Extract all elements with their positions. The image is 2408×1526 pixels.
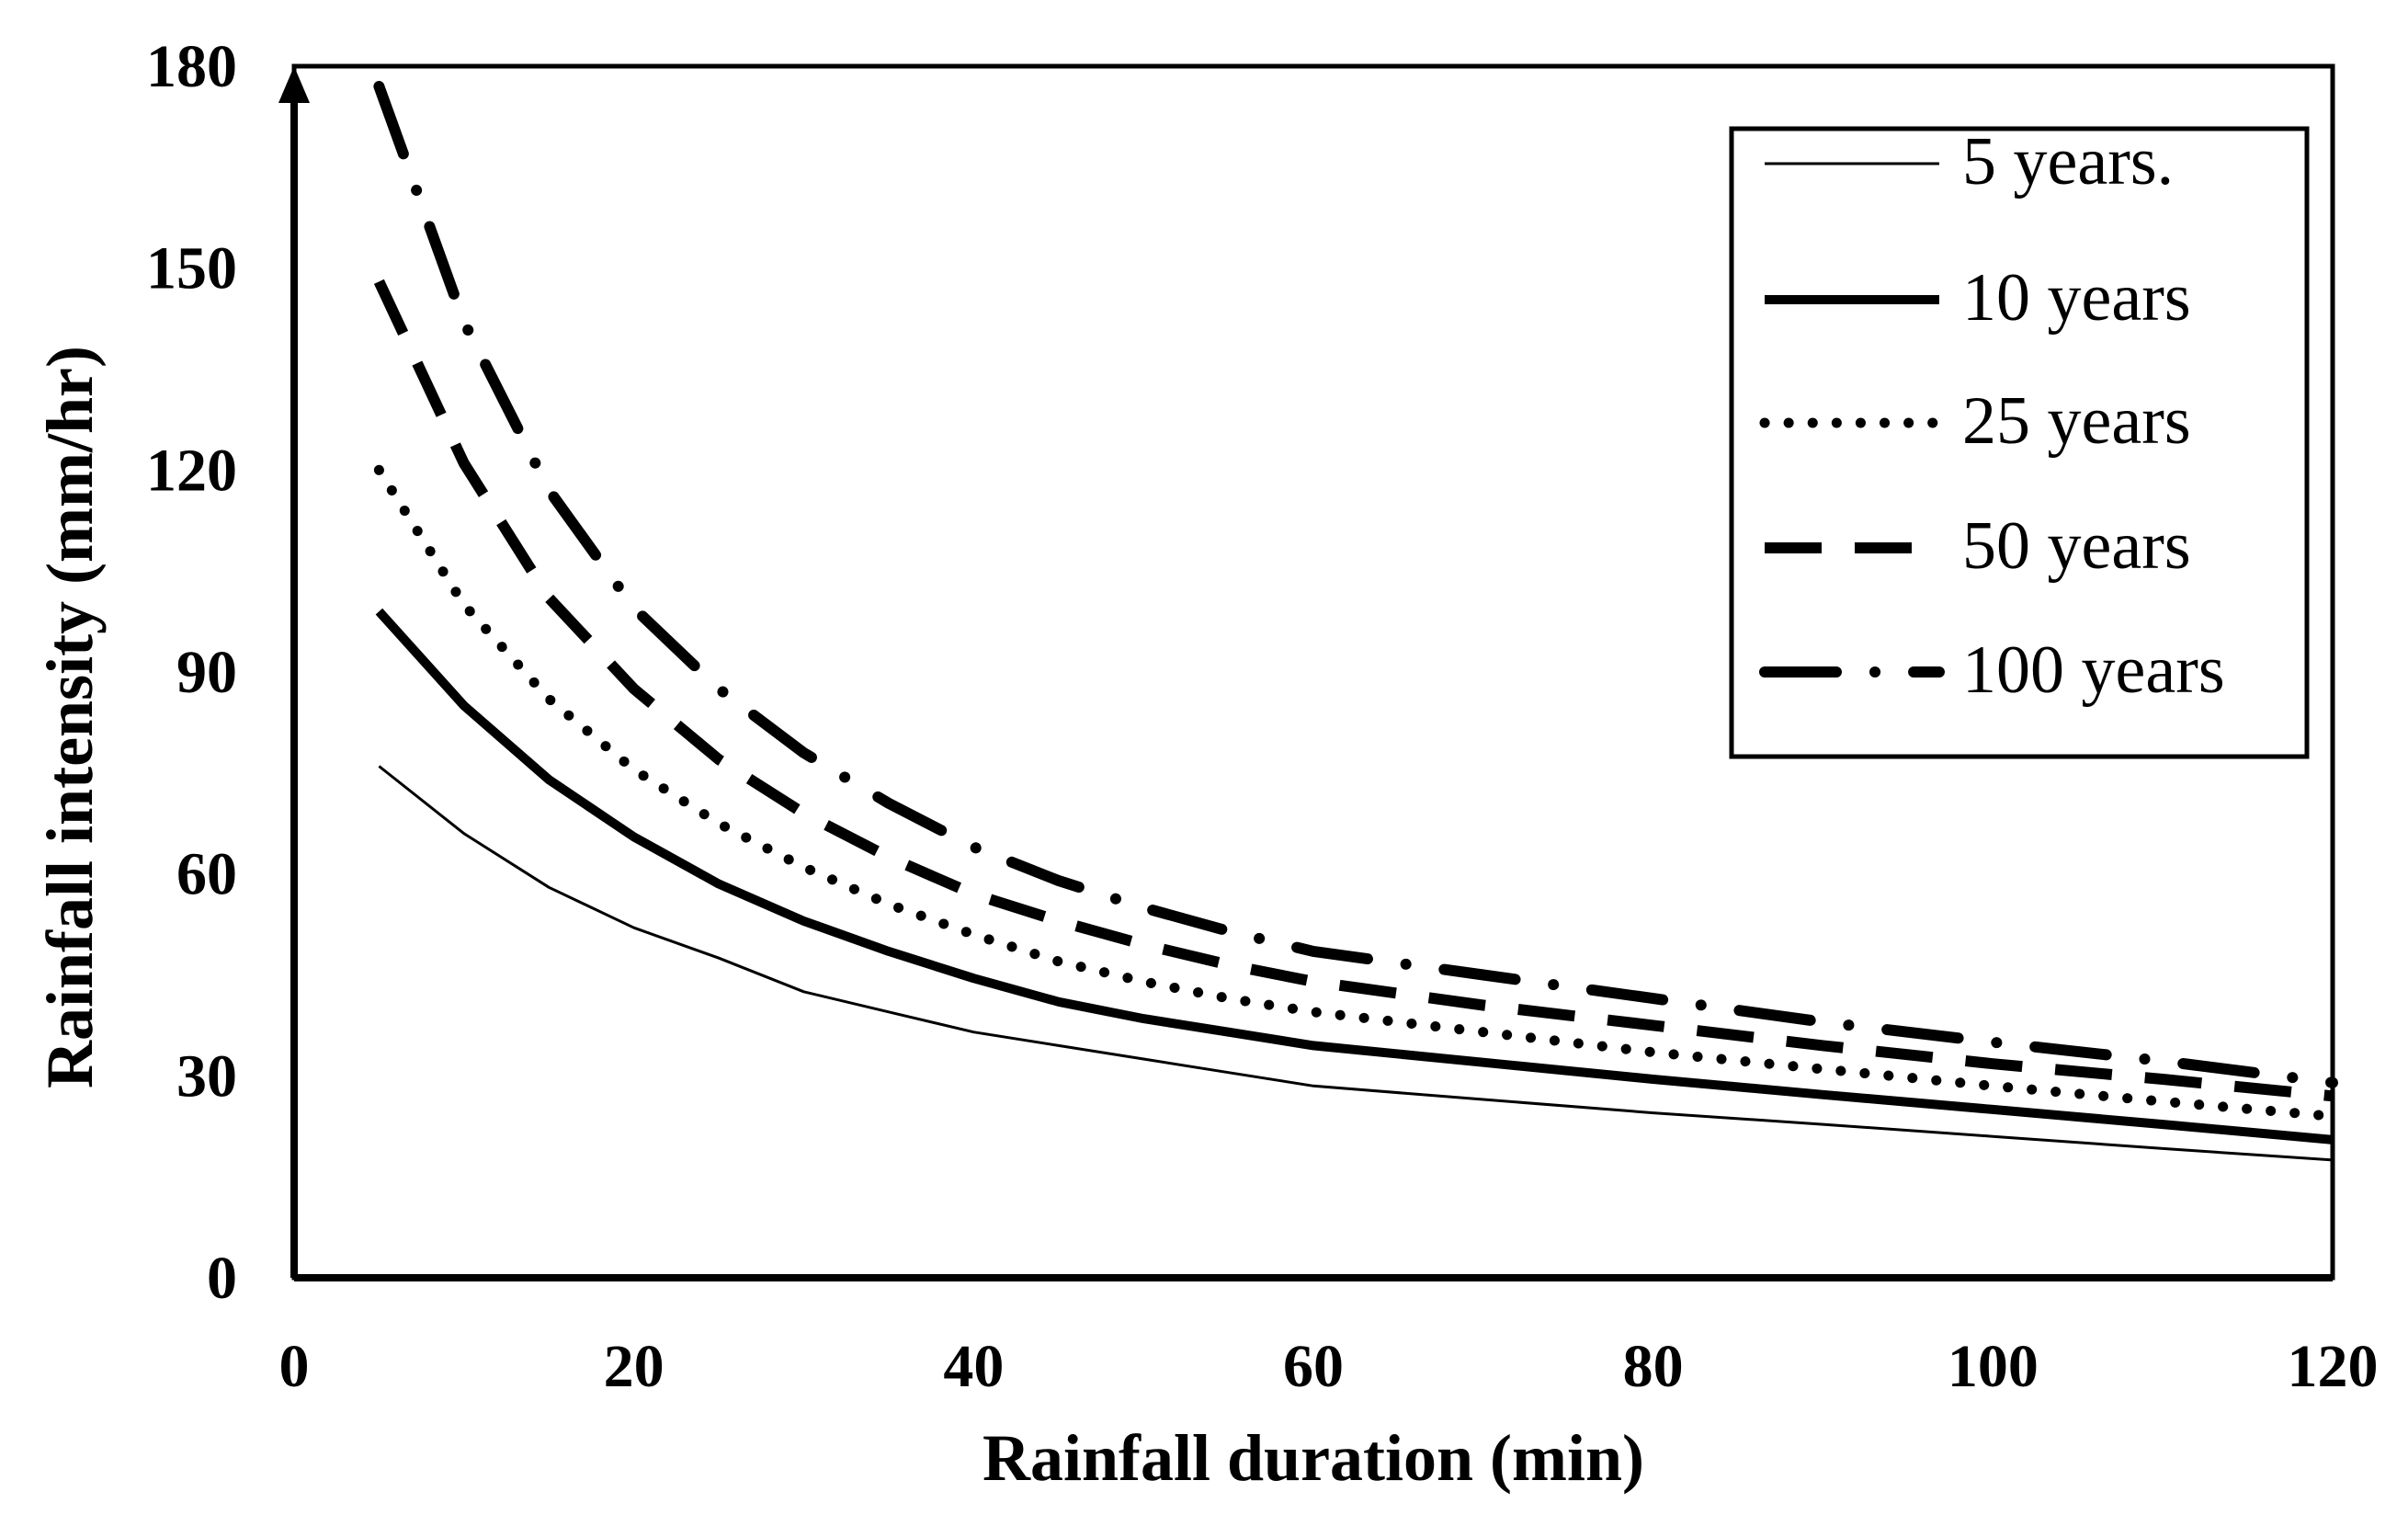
- series-line-4: [373, 279, 2334, 1102]
- y-tick-label: 150: [146, 235, 237, 302]
- series-line-2: [375, 608, 2334, 1144]
- series-line-1: [378, 765, 2334, 1162]
- y-tick-labels: 0 30 60 90 120 150 180: [146, 33, 237, 1312]
- series-layer: [373, 81, 2338, 1162]
- y-tick-label: 120: [146, 437, 237, 504]
- y-tick-label: 30: [176, 1042, 237, 1110]
- x-tick-label: 40: [943, 1333, 1004, 1400]
- y-tick-label: 180: [146, 33, 237, 100]
- plot-area: [278, 63, 2335, 1281]
- legend-label-3: 25 years: [1962, 383, 2191, 459]
- legend-label-2: 10 years: [1962, 260, 2191, 336]
- x-tick-label: 100: [1948, 1333, 2039, 1400]
- x-tick-labels: 0 20 40 60 80 100 120: [279, 1333, 2379, 1400]
- x-tick-label: 80: [1623, 1333, 1684, 1400]
- y-tick-label: 90: [176, 639, 237, 706]
- series-line-5: [373, 81, 2338, 1088]
- y-axis-arrowhead: [278, 66, 310, 103]
- legend-label-5: 100 years: [1962, 632, 2225, 708]
- y-axis-title: Rainfall intensity (mm/hr): [33, 346, 107, 1088]
- legend-items: 5 years. 10 years 25 years 50 years 100 year…: [1759, 124, 2225, 708]
- legend-label-4: 50 years: [1962, 508, 2191, 584]
- legend-label-1: 5 years.: [1962, 124, 2174, 199]
- legend-box: [1729, 126, 2310, 759]
- y-tick-label: 60: [176, 841, 237, 908]
- legend: 5 years. 10 years 25 years 50 years 100 year…: [1729, 124, 2310, 759]
- y-tick-label: 0: [207, 1245, 237, 1312]
- x-tick-label: 120: [2288, 1333, 2379, 1400]
- x-tick-label: 20: [604, 1333, 664, 1400]
- x-tick-label: 0: [279, 1333, 310, 1400]
- x-tick-label: 60: [1283, 1333, 1344, 1400]
- series-line-3: [373, 464, 2338, 1122]
- x-axis-title: Rainfall duration (min): [983, 1421, 1644, 1495]
